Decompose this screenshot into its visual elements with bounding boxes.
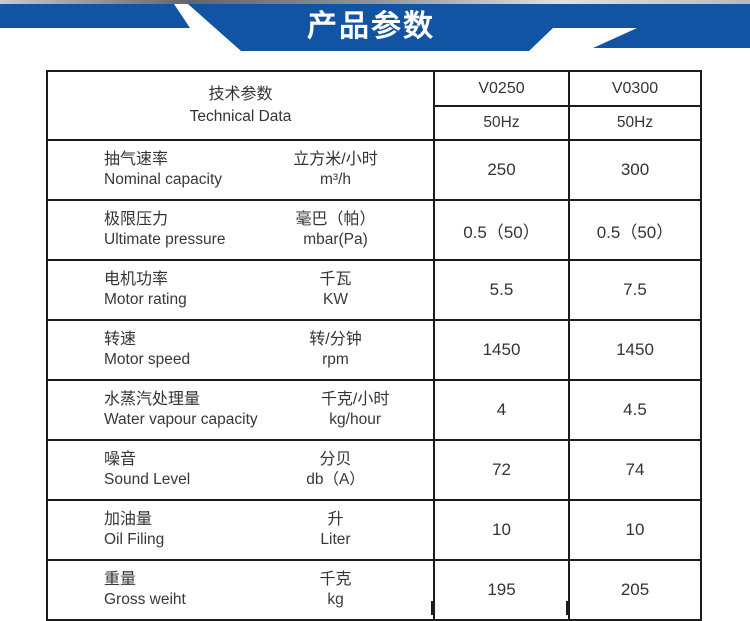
param-name: 重量 Gross weiht xyxy=(104,571,186,608)
param-cell: 抽气速率 Nominal capacity 立方米/小时 m³/h xyxy=(46,139,435,201)
param-name: 电机功率 Motor rating xyxy=(104,271,187,308)
banner-ribbon-graphic xyxy=(0,0,750,51)
value-v0250: 5.5 xyxy=(433,259,570,321)
value-v0250: 195 xyxy=(433,559,570,621)
param-name: 水蒸汽处理量 Water vapour capacity xyxy=(104,391,258,428)
param-name: 加油量 Oil Filing xyxy=(104,511,165,548)
value-v0300: 74 xyxy=(568,439,702,501)
table-row-gross-weight: 重量 Gross weiht 千克 kg 195 205 xyxy=(46,559,702,621)
column-divider-stub-left xyxy=(431,601,433,615)
table-row-ultimate-pressure: 极限压力 Ultimate pressure 毫巴（帕） mbar(Pa) 0.… xyxy=(46,199,702,261)
param-cell: 极限压力 Ultimate pressure 毫巴（帕） mbar(Pa) xyxy=(46,199,435,261)
param-name: 噪音 Sound Level xyxy=(104,451,191,488)
param-cell: 电机功率 Motor rating 千瓦 KW xyxy=(46,259,435,321)
value-v0250: 4 xyxy=(433,379,570,441)
header-title-cn: 技术参数 xyxy=(208,85,273,103)
header-title-en: Technical Data xyxy=(189,107,292,125)
param-name: 极限压力 Ultimate pressure xyxy=(104,211,226,248)
table-row-nominal-capacity: 抽气速率 Nominal capacity 立方米/小时 m³/h 250 30… xyxy=(46,139,702,201)
param-cell: 噪音 Sound Level 分贝 db（A） xyxy=(46,439,435,501)
value-v0300: 10 xyxy=(568,499,702,561)
param-unit: 千瓦 KW xyxy=(319,271,352,308)
value-v0300: 4.5 xyxy=(568,379,702,441)
param-unit: 分贝 db（A） xyxy=(306,451,365,488)
value-v0250: 10 xyxy=(433,499,570,561)
value-v0300: 0.5（50） xyxy=(568,199,702,261)
table-header-row-models: 技术参数 Technical Data V0250 V0300 xyxy=(46,70,702,141)
param-cell: 重量 Gross weiht 千克 kg xyxy=(46,559,435,621)
banner-left-band xyxy=(0,4,190,28)
table-header-row-freq: 50Hz 50Hz xyxy=(47,105,702,141)
param-unit: 升 Liter xyxy=(320,511,351,548)
spec-table: 技术参数 Technical Data V0250 V0300 50Hz 50H… xyxy=(46,70,702,621)
value-v0250: 250 xyxy=(433,139,570,201)
value-v0300: 300 xyxy=(568,139,702,201)
value-v0300: 1450 xyxy=(568,319,702,381)
param-name: 抽气速率 Nominal capacity xyxy=(104,151,223,188)
header-model-2: V0300 xyxy=(568,70,702,107)
param-unit: 转/分钟 rpm xyxy=(309,331,362,368)
value-v0300: 7.5 xyxy=(568,259,702,321)
section-title: 产品参数 xyxy=(307,10,435,43)
table-row-sound-level: 噪音 Sound Level 分贝 db（A） 72 74 xyxy=(46,439,702,501)
param-unit: 千克 kg xyxy=(319,571,352,608)
banner-center-ribbon xyxy=(188,4,750,51)
header-freq-2: 50Hz xyxy=(568,105,702,141)
table-row-motor-speed: 转速 Motor speed 转/分钟 rpm 1450 1450 xyxy=(46,319,702,381)
table-row-oil-filling: 加油量 Oil Filing 升 Liter 10 10 xyxy=(46,499,702,561)
param-cell: 转速 Motor speed 转/分钟 rpm xyxy=(46,319,435,381)
param-name: 转速 Motor speed xyxy=(104,331,191,368)
banner-right-wedge xyxy=(593,28,750,48)
column-divider-stub-right xyxy=(566,601,568,615)
value-v0300: 205 xyxy=(568,559,702,621)
param-unit: 毫巴（帕） mbar(Pa) xyxy=(295,211,376,248)
banner-gradient-strip xyxy=(0,0,750,4)
value-v0250: 72 xyxy=(433,439,570,501)
value-v0250: 0.5（50） xyxy=(433,199,570,261)
section-banner: 产品参数 xyxy=(0,0,750,58)
param-cell: 水蒸汽处理量 Water vapour capacity 千克/小时 kg/ho… xyxy=(46,379,435,441)
table-row-motor-rating: 电机功率 Motor rating 千瓦 KW 5.5 7.5 xyxy=(46,259,702,321)
param-unit: 立方米/小时 m³/h xyxy=(293,151,378,188)
value-v0250: 1450 xyxy=(433,319,570,381)
table-row-water-vapour-capacity: 水蒸汽处理量 Water vapour capacity 千克/小时 kg/ho… xyxy=(46,379,702,441)
param-unit: 千克/小时 kg/hour xyxy=(320,391,390,428)
param-cell: 加油量 Oil Filing 升 Liter xyxy=(46,499,435,561)
header-model-1: V0250 xyxy=(433,70,570,107)
header-technical-data-cell: 技术参数 Technical Data xyxy=(46,70,435,141)
header-freq-1: 50Hz xyxy=(433,105,570,141)
